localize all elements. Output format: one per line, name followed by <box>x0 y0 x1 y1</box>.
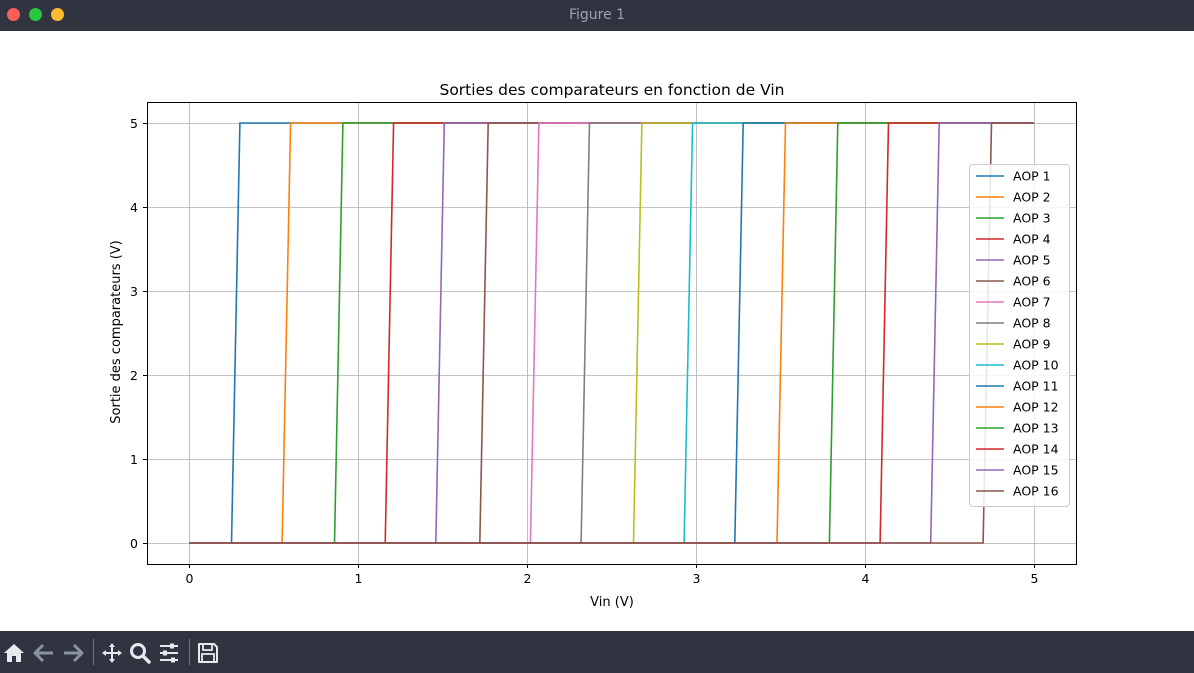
close-window-button[interactable] <box>7 8 20 21</box>
back-button[interactable] <box>31 640 57 666</box>
legend-label: AOP 2 <box>1013 190 1051 205</box>
x-tick-label: 3 <box>693 571 701 586</box>
plot-background <box>147 102 1076 564</box>
x-tick-label: 0 <box>186 571 194 586</box>
toolbar-separator <box>93 639 94 665</box>
minimize-window-button[interactable] <box>51 8 64 21</box>
home-icon <box>4 644 24 662</box>
forward-icon <box>64 643 84 663</box>
x-tick-label: 4 <box>862 571 870 586</box>
legend-label: AOP 10 <box>1013 358 1059 373</box>
legend: AOP 1 AOP 2 AOP 3 AOP 4 AOP 5 AOP 6 AOP 7 AOP 8… <box>969 164 1070 507</box>
legend-label: AOP 11 <box>1013 379 1059 394</box>
toolbar-separator <box>189 639 190 665</box>
legend-label: AOP 13 <box>1013 421 1059 436</box>
series-lines <box>189 122 1034 544</box>
configure-subplots-button[interactable] <box>156 640 182 666</box>
axis-ticks: 0 1 2 3 4 5 0 1 2 3 4 5 <box>130 116 1038 586</box>
figure-canvas[interactable]: 0 1 2 3 4 5 0 1 2 3 4 5 Sorties des comparateurs en… <box>0 31 1194 631</box>
legend-label: AOP 14 <box>1013 442 1059 457</box>
zoom-button[interactable] <box>127 640 153 666</box>
legend-label: AOP 5 <box>1013 253 1051 268</box>
forward-button[interactable] <box>60 640 86 666</box>
window-title: Figure 1 <box>568 7 626 23</box>
x-tick-label: 2 <box>524 571 532 586</box>
legend-label: AOP 1 <box>1013 169 1051 184</box>
back-icon <box>33 643 53 663</box>
legend-label: AOP 12 <box>1013 400 1059 415</box>
pan-button[interactable] <box>99 640 125 666</box>
legend-frame <box>969 164 1070 507</box>
line-chart: 0 1 2 3 4 5 0 1 2 3 4 5 Sorties des comparateurs en… <box>109 81 1077 610</box>
y-tick-label: 4 <box>130 200 138 215</box>
plot-frame <box>147 102 1077 565</box>
y-tick-label: 3 <box>130 284 138 299</box>
legend-label: AOP 9 <box>1013 337 1051 352</box>
y-tick-label: 2 <box>130 368 138 383</box>
legend-label: AOP 6 <box>1013 274 1051 289</box>
save-button[interactable] <box>195 640 221 666</box>
legend-label: AOP 16 <box>1013 484 1059 499</box>
navigation-toolbar <box>0 631 1194 673</box>
legend-label: AOP 15 <box>1013 463 1059 478</box>
x-axis-label: Vin (V) <box>590 595 634 610</box>
chart-title: Sorties des comparateurs en fonction de … <box>439 81 784 99</box>
pan-icon <box>102 643 122 663</box>
configure-subplots-icon <box>160 643 178 663</box>
x-tick-label: 5 <box>1031 571 1039 586</box>
legend-label: AOP 8 <box>1013 316 1051 331</box>
legend-label: AOP 4 <box>1013 232 1051 247</box>
legend-label: AOP 3 <box>1013 211 1051 226</box>
window-titlebar: Figure 1 <box>0 0 1194 31</box>
y-axis-label: Sortie des comparateurs (V) <box>109 240 124 423</box>
maximize-window-button[interactable] <box>29 8 42 21</box>
zoom-icon <box>130 643 151 664</box>
save-icon <box>198 643 218 663</box>
y-tick-label: 0 <box>130 536 138 551</box>
legend-label: AOP 7 <box>1013 295 1051 310</box>
home-button[interactable] <box>1 640 27 666</box>
y-tick-label: 1 <box>130 452 138 467</box>
x-tick-label: 1 <box>355 571 363 586</box>
y-tick-label: 5 <box>130 116 138 131</box>
